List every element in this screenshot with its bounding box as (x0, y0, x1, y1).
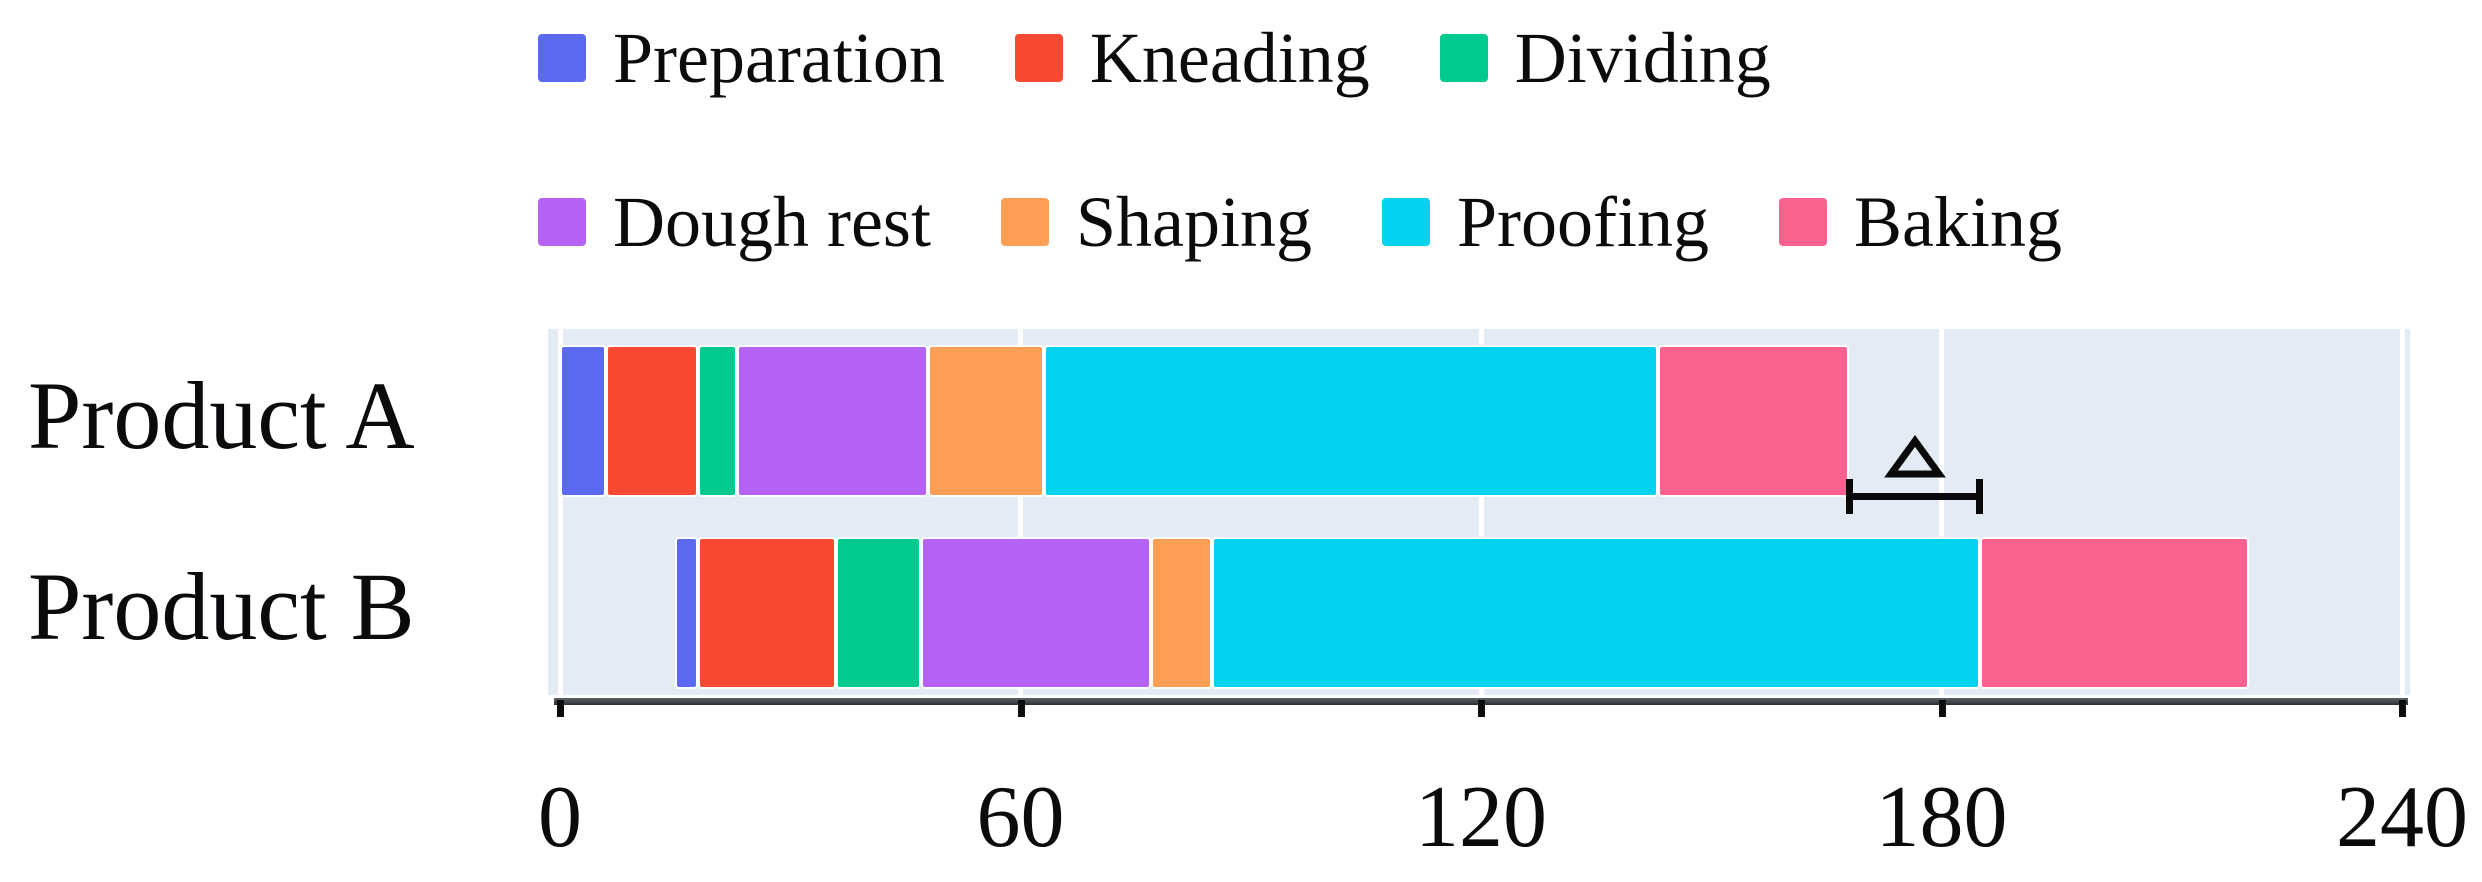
x-axis-tick-label-180: 180 (1875, 769, 2008, 866)
legend-label-shaping: Shaping (1075, 182, 1312, 262)
x-axis-tick-60 (1017, 700, 1025, 717)
legend-swatch-kneading-icon (1014, 34, 1063, 82)
plot-area (548, 329, 2410, 695)
legend-swatch-baking-icon (1778, 198, 1827, 246)
row-label-product-b: Product B (28, 553, 415, 660)
legend-label-dough-rest: Dough rest (613, 182, 931, 262)
x-axis: 0 60 120 180 240 (538, 698, 2468, 882)
legend-item-dividing: Dividing (1439, 10, 1771, 106)
bar-product-a-segment-proofing (1043, 345, 1658, 497)
legend-swatch-dividing-icon (1439, 34, 1488, 82)
legend-swatch-preparation-icon (538, 34, 586, 82)
legend-label-kneading: Kneading (1089, 18, 1370, 98)
bar-product-b-segment-kneading (698, 537, 837, 689)
gridline-60 (1018, 329, 1023, 695)
x-axis-tick-0 (557, 700, 564, 717)
legend-item-kneading: Kneading (1014, 10, 1370, 106)
legend-item-baking: Baking (1778, 174, 2062, 270)
bar-product-a-segment-kneading (606, 345, 699, 497)
legend-row-1: Preparation Kneading Dividing (538, 10, 1841, 106)
x-axis-tick-120 (1478, 700, 1485, 717)
bar-product-a-segment-baking (1657, 345, 1850, 497)
x-axis-tick-180 (1938, 700, 1946, 717)
bar-product-a-segment-preparation (560, 345, 607, 497)
legend-label-baking: Baking (1853, 182, 2062, 262)
x-axis-tick-240 (2399, 700, 2406, 717)
legend-item-proofing: Proofing (1381, 174, 1709, 270)
x-axis-tick-label-0: 0 (538, 769, 582, 866)
legend-swatch-proofing-icon (1381, 198, 1430, 246)
bar-product-b-segment-baking (1979, 537, 2249, 689)
legend-swatch-dough-rest-icon (538, 198, 586, 246)
legend-item-preparation: Preparation (538, 10, 945, 106)
gridline-240 (2399, 329, 2405, 695)
gridline-180 (1939, 329, 1944, 695)
bar-product-a (560, 345, 2402, 497)
legend-item-shaping: Shaping (1000, 174, 1312, 270)
row-label-product-a: Product A (28, 362, 415, 469)
bar-product-a-segment-shaping (928, 345, 1044, 497)
legend-label-proofing: Proofing (1456, 182, 1709, 262)
gridline-0 (557, 329, 563, 695)
bar-product-b-segment-shaping (1150, 537, 1213, 689)
legend-row-2: Dough rest Shaping Proofing Baking (538, 174, 2132, 270)
legend-swatch-shaping-icon (1000, 198, 1049, 246)
bar-product-a-segment-dough-rest (736, 345, 929, 497)
bar-product-b-segment-preparation (675, 537, 699, 689)
bar-product-b-segment-proofing (1212, 537, 1980, 689)
x-axis-tick-label-240: 240 (2336, 769, 2468, 866)
gridline-120 (1478, 329, 1484, 695)
x-axis-tick-label-120: 120 (1415, 769, 1547, 866)
x-axis-tick-label-60: 60 (976, 769, 1065, 866)
legend-label-preparation: Preparation (613, 18, 945, 98)
bar-product-b-segment-dough-rest (920, 537, 1151, 689)
legend-item-dough-rest: Dough rest (538, 174, 931, 270)
bar-product-b-segment-dividing (836, 537, 921, 689)
bar-product-a-segment-dividing (698, 345, 737, 497)
legend-label-dividing: Dividing (1514, 18, 1771, 98)
bar-product-b (560, 537, 2402, 689)
